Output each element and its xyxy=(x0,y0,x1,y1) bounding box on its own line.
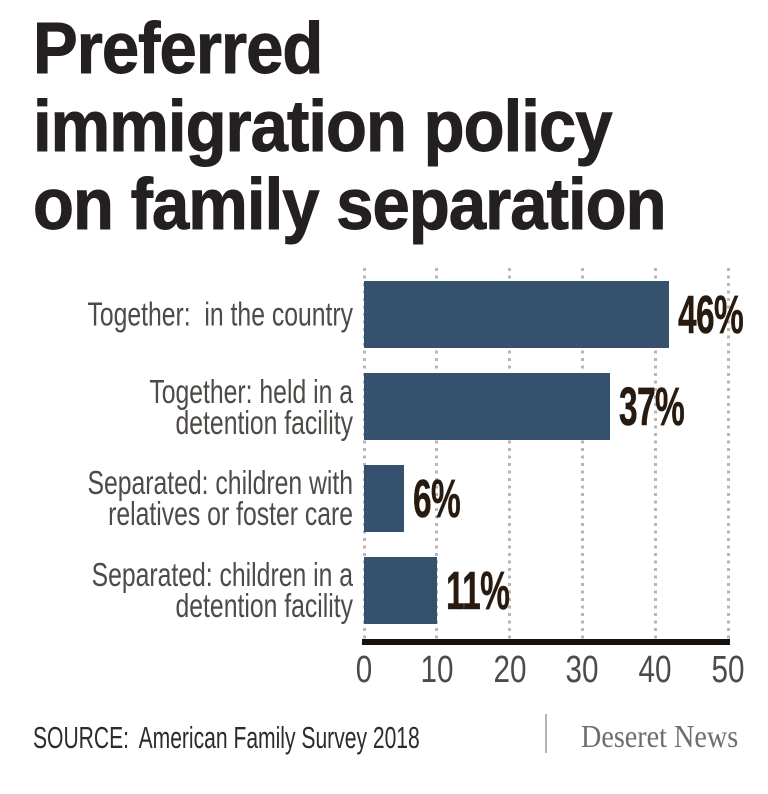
x-tick-label: 40 xyxy=(638,649,672,691)
value-label: 46% xyxy=(678,284,744,345)
category-label: Together: held in a detention facility xyxy=(149,373,353,441)
bar xyxy=(364,465,404,532)
grid-line xyxy=(435,268,439,641)
grid-line xyxy=(362,268,366,641)
bar xyxy=(364,281,670,348)
bar xyxy=(364,373,610,440)
x-axis-line xyxy=(362,639,730,645)
x-tick-label: 0 xyxy=(355,649,373,691)
source-label: SOURCE: xyxy=(33,720,130,755)
category-label: Together: in the country xyxy=(87,295,353,333)
grid-line xyxy=(726,268,730,641)
grid-line xyxy=(508,268,512,641)
x-tick-label: 30 xyxy=(565,649,599,691)
value-label: 37% xyxy=(618,376,684,437)
grid-line xyxy=(580,268,584,641)
source-line: SOURCE: American Family Survey 2018 xyxy=(33,720,420,756)
value-label: 6% xyxy=(412,468,461,529)
x-tick-label: 50 xyxy=(711,649,745,691)
brand-logo: Deseret News xyxy=(581,718,739,754)
page-title: Preferred immigration policy on family s… xyxy=(33,9,667,245)
x-tick-label: 20 xyxy=(493,649,527,691)
category-label: Separated: children in a detention facil… xyxy=(91,556,353,624)
value-label: 11% xyxy=(446,560,510,621)
x-tick-label: 10 xyxy=(420,649,454,691)
footer-divider xyxy=(545,714,547,753)
source-text: American Family Survey 2018 xyxy=(138,720,420,755)
grid-line xyxy=(653,268,657,641)
category-label: Separated: children with relatives or fo… xyxy=(87,464,353,532)
bar xyxy=(364,557,437,624)
